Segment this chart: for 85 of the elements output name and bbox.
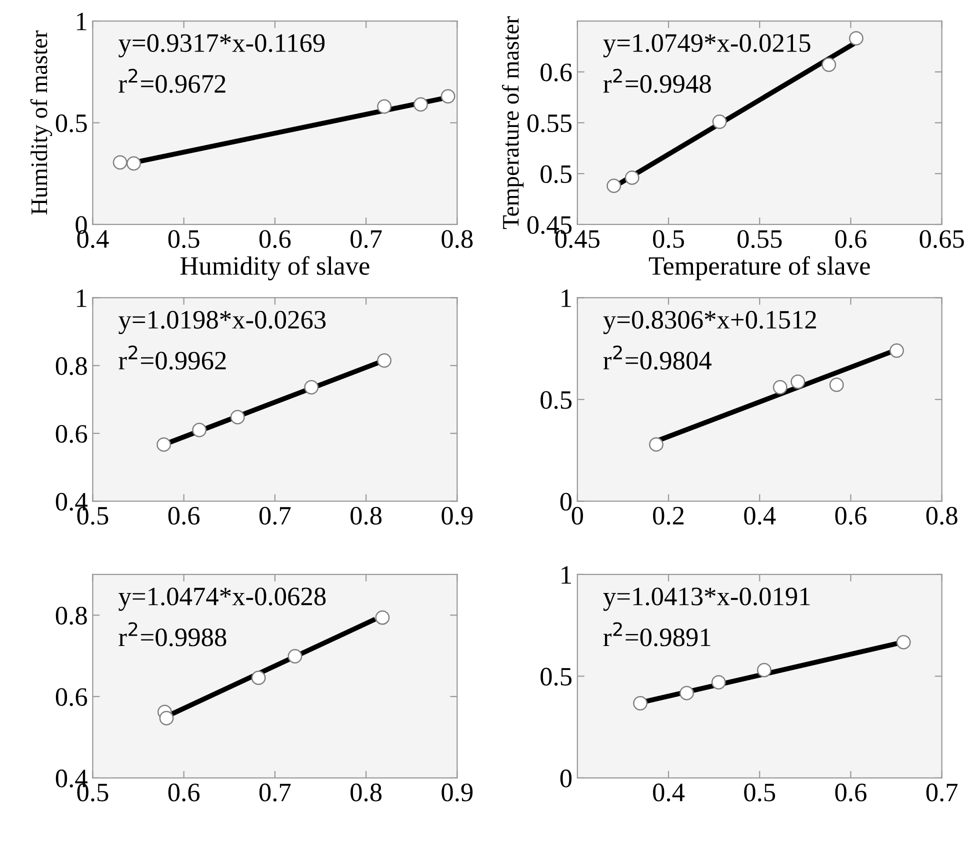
annotation: y=1.0749*x-0.0215: [603, 34, 810, 58]
y-tick-label: 0.5: [56, 114, 87, 132]
x-tick-label: 0.6: [835, 506, 866, 525]
point: [680, 686, 694, 700]
y-tick-label: 0.5: [540, 668, 572, 686]
x-tick-label: 0.5: [168, 230, 200, 248]
point: [848, 31, 864, 46]
point: [112, 155, 128, 170]
x-tick-label: 0.2: [653, 506, 684, 525]
y-tick-label: 0.5: [540, 165, 572, 184]
x-tick-label: 0.6: [259, 230, 291, 248]
y-tick-label: 0.6: [56, 424, 88, 443]
annotation: y=1.0413*x-0.0191: [603, 588, 810, 611]
point: [375, 610, 390, 625]
x-tick-label: 0.4: [744, 506, 776, 525]
y-tick-label: 0.6: [540, 64, 572, 82]
y-tick-label: 1: [562, 289, 571, 307]
x-tick-label: 0.7: [259, 506, 291, 525]
point: [712, 114, 727, 129]
y-axis-title: Humidity of master: [30, 30, 52, 215]
y-tick-label: 0: [560, 492, 572, 511]
x-tick-label: 0.5: [744, 784, 776, 802]
point: [413, 97, 428, 112]
x-tick-label: 0.8: [350, 784, 382, 802]
y-axis-title: Temperature of master: [502, 16, 524, 230]
annotation: r$^{2}$=0.9672: [118, 68, 226, 93]
annotation: y=0.9317*x-0.1169: [118, 34, 325, 58]
x-axis-title: Humidity of slave: [180, 256, 370, 280]
y-tick-label: 0.8: [56, 606, 87, 625]
x-tick-label: 0.6: [835, 230, 866, 248]
point: [711, 675, 726, 690]
x-tick-label: 0.8: [442, 230, 473, 248]
x-tick-label: 0.7: [350, 230, 382, 248]
annotation: r$^{2}$=0.9891: [603, 622, 710, 646]
x-tick-label: 0.6: [835, 784, 866, 802]
x-tick-label: 0.6: [168, 506, 200, 525]
y-tick-label: 0.5: [540, 391, 572, 410]
y-tick-label: 0.55: [527, 114, 572, 132]
point: [377, 353, 392, 368]
x-tick-label: 0.7: [259, 784, 291, 802]
point: [251, 670, 266, 686]
point: [440, 89, 456, 104]
annotation: y=0.8306*x+0.1512: [603, 310, 816, 334]
y-tick-label: 1: [76, 12, 86, 30]
point: [230, 410, 245, 424]
y-tick-label: 1: [76, 289, 86, 307]
point: [756, 662, 772, 678]
x-tick-label: 0.55: [738, 230, 782, 248]
point: [288, 649, 302, 664]
annotation: y=1.0474*x-0.0628: [118, 588, 326, 611]
y-tick-label: 0: [560, 770, 572, 788]
point: [377, 99, 392, 114]
x-tick-label: 0.8: [926, 506, 958, 525]
point: [304, 380, 319, 394]
point: [156, 437, 171, 452]
x-tick-label: 0.4: [653, 784, 685, 802]
point: [772, 380, 788, 394]
x-tick-label: 0.8: [350, 506, 382, 525]
point: [829, 378, 844, 392]
annotation: r$^{2}$=0.9804: [603, 345, 712, 370]
point: [896, 635, 911, 650]
annotation: r$^{2}$=0.9988: [118, 622, 226, 646]
x-tick-label: 0.65: [920, 230, 964, 248]
point: [633, 696, 648, 710]
point: [822, 58, 836, 72]
annotation: r$^{2}$=0.9948: [603, 68, 711, 93]
x-tick-label: 0.5: [653, 230, 684, 248]
y-tick-label: 0.8: [56, 357, 87, 376]
y-tick-label: 0.6: [56, 688, 88, 706]
x-axis-title: Temperature of slave: [648, 256, 870, 280]
x-tick-label: 0.9: [442, 506, 473, 525]
x-tick-label: 0.7: [926, 784, 958, 802]
annotation: r$^{2}$=0.9962: [118, 345, 226, 370]
point: [649, 437, 664, 452]
point: [790, 374, 806, 389]
point: [606, 178, 622, 194]
point: [192, 422, 207, 438]
point: [890, 343, 904, 358]
point: [159, 710, 174, 726]
x-tick-label: 0.9: [442, 784, 473, 802]
y-tick-label: 1: [562, 566, 571, 584]
point: [624, 170, 640, 185]
x-tick-label: 0.6: [168, 784, 200, 802]
annotation: y=1.0198*x-0.0263: [118, 310, 326, 334]
point: [126, 156, 141, 171]
